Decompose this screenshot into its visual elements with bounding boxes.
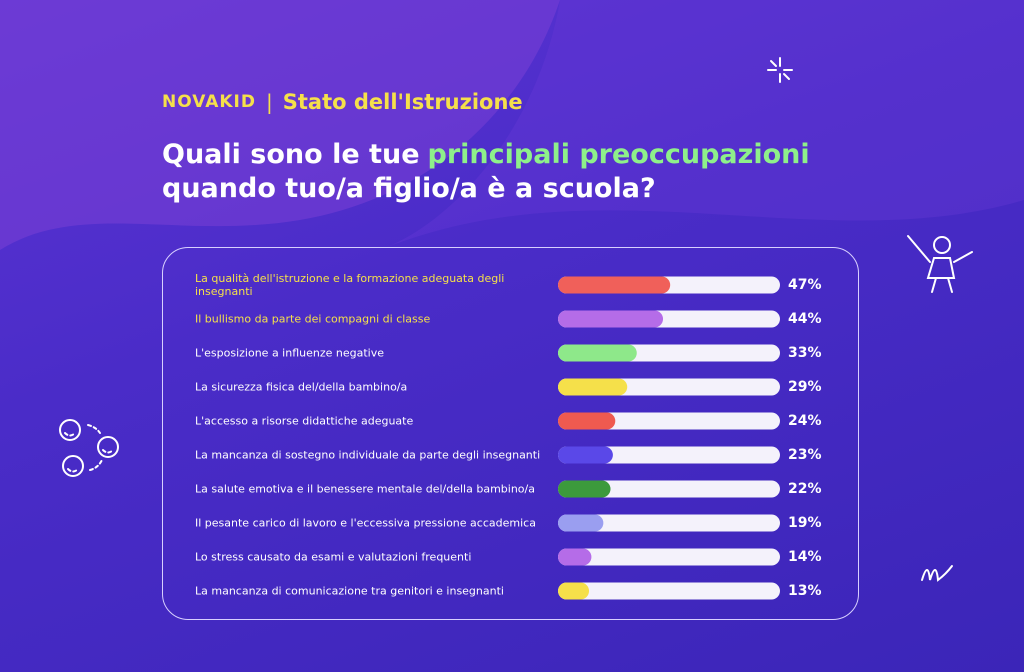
value-label: 47% — [788, 277, 822, 293]
category-label: La salute emotiva e il benessere mentale… — [195, 482, 535, 496]
bar-track — [558, 446, 780, 464]
panel — [162, 247, 859, 620]
bar-track — [558, 480, 780, 498]
bar-track — [558, 514, 780, 532]
title-part: quando tuo/a figlio/a è a scuola? — [162, 173, 656, 204]
value-label: 23% — [788, 447, 822, 463]
bar — [558, 276, 671, 294]
value-label: 14% — [788, 549, 822, 565]
bar — [558, 548, 592, 566]
category-label: La mancanza di sostegno individuale da p… — [195, 448, 541, 462]
bar — [558, 446, 613, 464]
brand: NOVAKID | Stato dell'Istruzione — [162, 90, 523, 114]
chart-title: Quali sono le tue principali preoccupazio… — [162, 138, 862, 206]
title-part: Quali sono le tue — [162, 139, 420, 170]
separator: | — [266, 90, 273, 114]
category-label: L'accesso a risorse didattiche adeguate — [195, 414, 414, 428]
bar — [558, 582, 590, 600]
bar — [558, 480, 611, 498]
value-label: 13% — [788, 583, 822, 599]
category-label: Lo stress causato da esami e valutazioni… — [195, 550, 472, 564]
value-label: 33% — [788, 345, 822, 361]
bar-track — [558, 548, 780, 566]
category-label: Il bullismo da parte dei compagni di cla… — [195, 312, 431, 326]
value-label: 24% — [788, 413, 822, 429]
title-part: principali preoccupazioni — [427, 139, 810, 170]
category-label: L'esposizione a influenze negative — [195, 346, 384, 360]
bar — [558, 514, 604, 532]
category-label: La sicurezza fisica del/della bambino/a — [195, 380, 408, 394]
category-label: Il pesante carico di lavoro e l'eccessiv… — [195, 516, 536, 530]
value-label: 22% — [788, 481, 822, 497]
category-label: La qualità dell'istruzione e la formazio… — [195, 272, 505, 298]
section-title: Stato dell'Istruzione — [282, 90, 523, 114]
bar — [558, 344, 637, 362]
bar — [558, 378, 628, 396]
value-label: 19% — [788, 515, 822, 531]
logo: NOVAKID — [162, 92, 256, 112]
category-label: La mancanza di comunicazione tra genitor… — [195, 584, 504, 598]
value-label: 29% — [788, 379, 822, 395]
bar-track — [558, 582, 780, 600]
value-label: 44% — [788, 311, 822, 327]
bar — [558, 412, 616, 430]
bar — [558, 310, 664, 328]
